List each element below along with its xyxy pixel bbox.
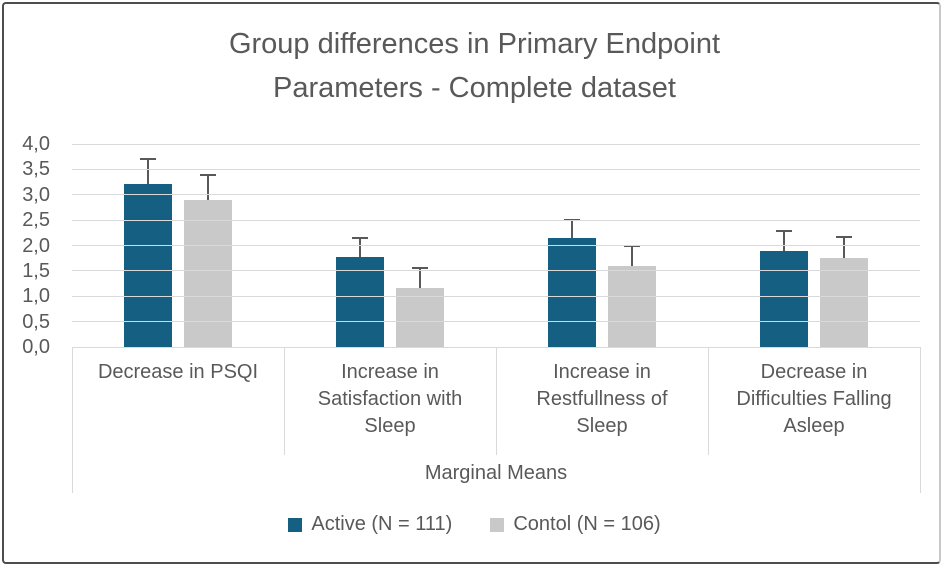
x-axis-title: Marginal Means bbox=[424, 462, 568, 484]
legend-swatch-icon bbox=[490, 517, 505, 532]
y-axis-tick-label: 2,5 bbox=[22, 209, 50, 232]
legend-item: Contol (N = 106) bbox=[490, 513, 661, 536]
y-axis-tick-label: 0,0 bbox=[22, 336, 50, 358]
gridline bbox=[72, 143, 920, 145]
y-axis-tick-label: 3,5 bbox=[22, 158, 50, 181]
y-axis-tick-label: 1,0 bbox=[22, 285, 50, 308]
gridline bbox=[72, 168, 920, 170]
bar-control bbox=[820, 257, 868, 347]
y-axis-tick-label: 3,0 bbox=[22, 183, 50, 206]
bar-active bbox=[336, 257, 384, 347]
category-separator bbox=[495, 347, 497, 455]
y-axis-tick-label: 0,5 bbox=[22, 310, 50, 333]
category-separator bbox=[283, 347, 285, 455]
x-axis-line bbox=[72, 346, 920, 348]
bar-active bbox=[548, 238, 596, 347]
legend-label: Active (N = 111) bbox=[311, 513, 453, 535]
legend: Active (N = 111) Contol (N = 106) bbox=[0, 513, 949, 536]
bar-active bbox=[760, 251, 808, 347]
bar-control bbox=[608, 265, 656, 347]
category-label: Increase in Restfullness of Sleep bbox=[536, 361, 668, 437]
gridline bbox=[72, 245, 920, 246]
gridline bbox=[72, 270, 920, 272]
category-cell: Increase in Satisfaction with Sleep bbox=[284, 347, 496, 455]
gridline bbox=[72, 321, 920, 323]
category-separator bbox=[71, 347, 73, 493]
legend-item: Active (N = 111) bbox=[288, 513, 452, 536]
gridline bbox=[72, 219, 920, 221]
category-label: Decrease in PSQI bbox=[97, 361, 259, 383]
category-cell: Decrease in Difficulties Falling Asleep bbox=[708, 347, 920, 455]
error-bar bbox=[359, 237, 361, 277]
y-axis-tick-label: 4,0 bbox=[22, 133, 50, 155]
gridline bbox=[72, 194, 920, 196]
chart-title-line-2: Parameters - Complete dataset bbox=[273, 72, 676, 104]
error-bar bbox=[207, 175, 209, 226]
bar-active bbox=[124, 183, 172, 347]
chart-title: Group differences in Primary Endpoint Pa… bbox=[0, 22, 949, 110]
bar-control bbox=[184, 200, 232, 347]
bar-control bbox=[396, 287, 444, 347]
legend-swatch-icon bbox=[288, 517, 303, 532]
category-cell: Increase in Restfullness of Sleep bbox=[496, 347, 708, 455]
error-bar bbox=[631, 246, 633, 286]
error-bar bbox=[571, 219, 573, 258]
category-separator bbox=[707, 347, 709, 455]
legend-label: Contol (N = 106) bbox=[513, 513, 661, 535]
gridline bbox=[72, 295, 920, 297]
category-cell: Decrease in PSQI bbox=[72, 347, 284, 455]
category-label: Increase in Satisfaction with Sleep bbox=[317, 361, 463, 437]
category-separator bbox=[919, 347, 921, 493]
category-label: Decrease in Difficulties Falling Asleep bbox=[736, 361, 892, 437]
chart-title-line-1: Group differences in Primary Endpoint bbox=[228, 28, 721, 60]
y-axis-tick-label: 2,0 bbox=[22, 234, 50, 257]
y-axis-tick-label: 1,5 bbox=[22, 259, 50, 282]
